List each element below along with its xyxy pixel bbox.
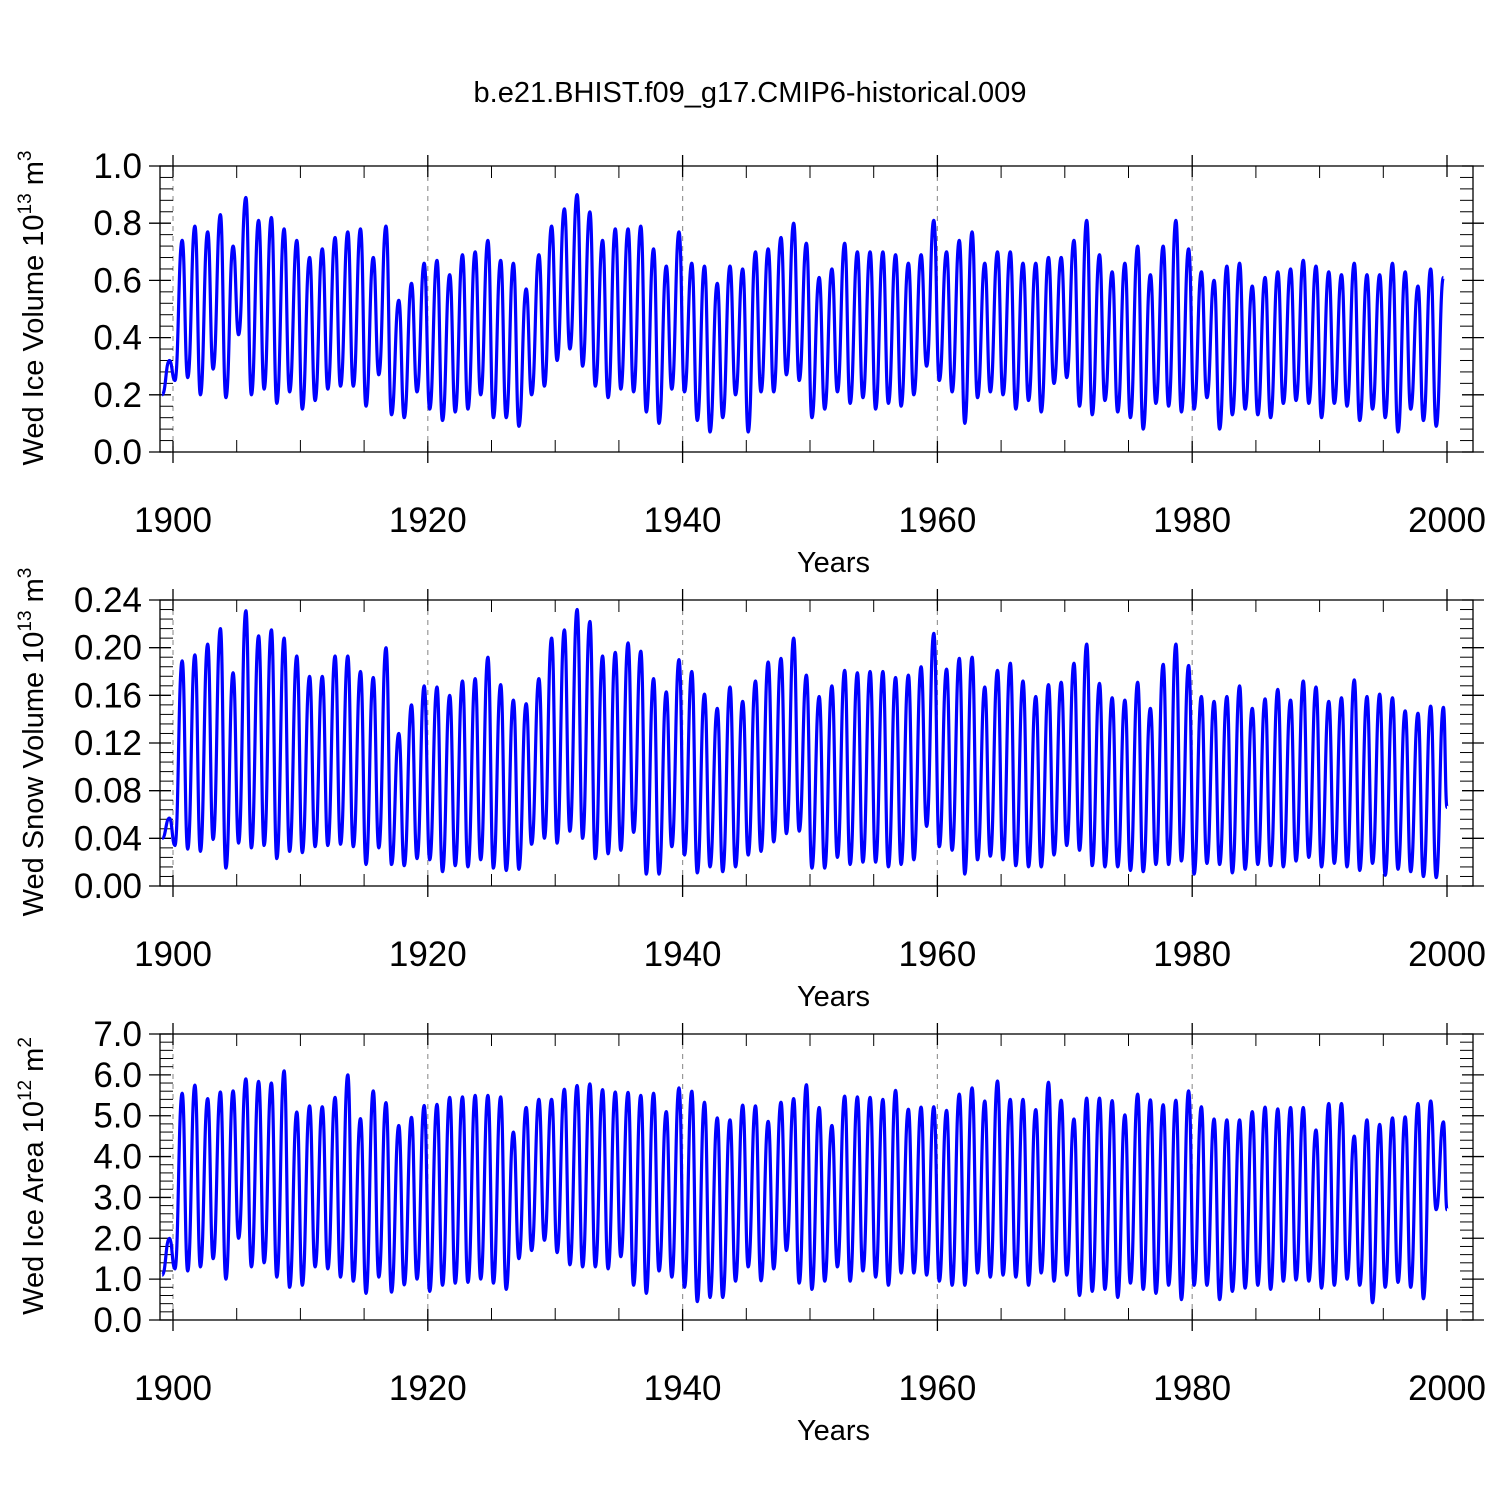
y-tick-label: 2.0 [93,1219,142,1258]
x-tick-label: 1920 [389,935,467,974]
y-tick-label: 0.24 [74,581,142,620]
x-tick-label: 1940 [644,501,722,540]
series-line-2 [161,607,1449,880]
y-tick-label: 0.00 [74,867,142,906]
y-tick-label: 0.12 [74,724,142,763]
x-tick-label: 1980 [1153,1369,1231,1408]
y-tick-label: 5.0 [93,1097,142,1136]
y-axis-label: Wed Snow Volume 1013 m3 [15,568,50,917]
panel-1: 0.0 0.2 0.4 0.6 0.8 1.0 1900 1920 1940 1960 1980 20… [15,147,1486,579]
y-tick-label: 1.0 [93,1260,142,1299]
y-tick-label: 1.0 [93,147,142,186]
x-tick-label: 1900 [134,501,212,540]
series-line-1 [160,193,1445,434]
x-tick-label: 1960 [898,935,976,974]
y-tick-label: 0.16 [74,676,142,715]
x-tick-label: 2000 [1408,935,1486,974]
panel-2: 0.00 0.04 0.08 0.12 0.16 0.20 0.24 1900 1920 1940… [15,568,1486,1013]
x-tick-label: 1960 [898,1369,976,1408]
figure-title: b.e21.BHIST.f09_g17.CMIP6-historical.009 [474,77,1027,109]
x-axis-label: Years [797,547,870,579]
x-tick-label: 1980 [1153,501,1231,540]
y-tick-label: 3.0 [93,1178,142,1217]
x-tick-label: 1940 [644,1369,722,1408]
y-tick-label: 4.0 [93,1138,142,1177]
x-tick-label: 1900 [134,935,212,974]
x-tick-label: 1920 [389,1369,467,1408]
x-tick-label: 2000 [1408,501,1486,540]
plot-frame [159,1033,1474,1321]
plot-frame [159,599,1474,887]
x-tick-label: 1980 [1153,935,1231,974]
y-tick-label: 0.8 [93,204,142,243]
y-tick-label: 0.0 [93,1301,142,1340]
y-tick-label: 0.4 [93,319,142,358]
y-tick-label: 0.0 [93,433,142,472]
y-tick-label: 0.20 [74,629,142,668]
y-tick-label: 0.04 [74,819,142,858]
y-tick-label: 0.2 [93,376,142,415]
x-tick-label: 1900 [134,1369,212,1408]
panel-3: 0.01.02.03.04.05.06.07.0 1900 1920 1940 1960… [15,1015,1486,1447]
y-axis-label: Wed Ice Volume 1013 m3 [15,151,50,466]
x-tick-label: 1960 [898,501,976,540]
x-tick-label: 1940 [644,935,722,974]
plot-frame [159,165,1474,453]
y-tick-label: 0.6 [93,261,142,300]
x-tick-label: 1920 [389,501,467,540]
y-tick-label: 0.08 [74,772,142,811]
x-axis-label: Years [797,981,870,1013]
y-axis-label: Wed Ice Area 1012 m2 [15,1037,50,1315]
x-tick-label: 2000 [1408,1369,1486,1408]
y-tick-label: 6.0 [93,1056,142,1095]
x-axis-label: Years [797,1415,870,1447]
series-line-3 [160,1069,1449,1305]
y-tick-label: 7.0 [93,1015,142,1054]
